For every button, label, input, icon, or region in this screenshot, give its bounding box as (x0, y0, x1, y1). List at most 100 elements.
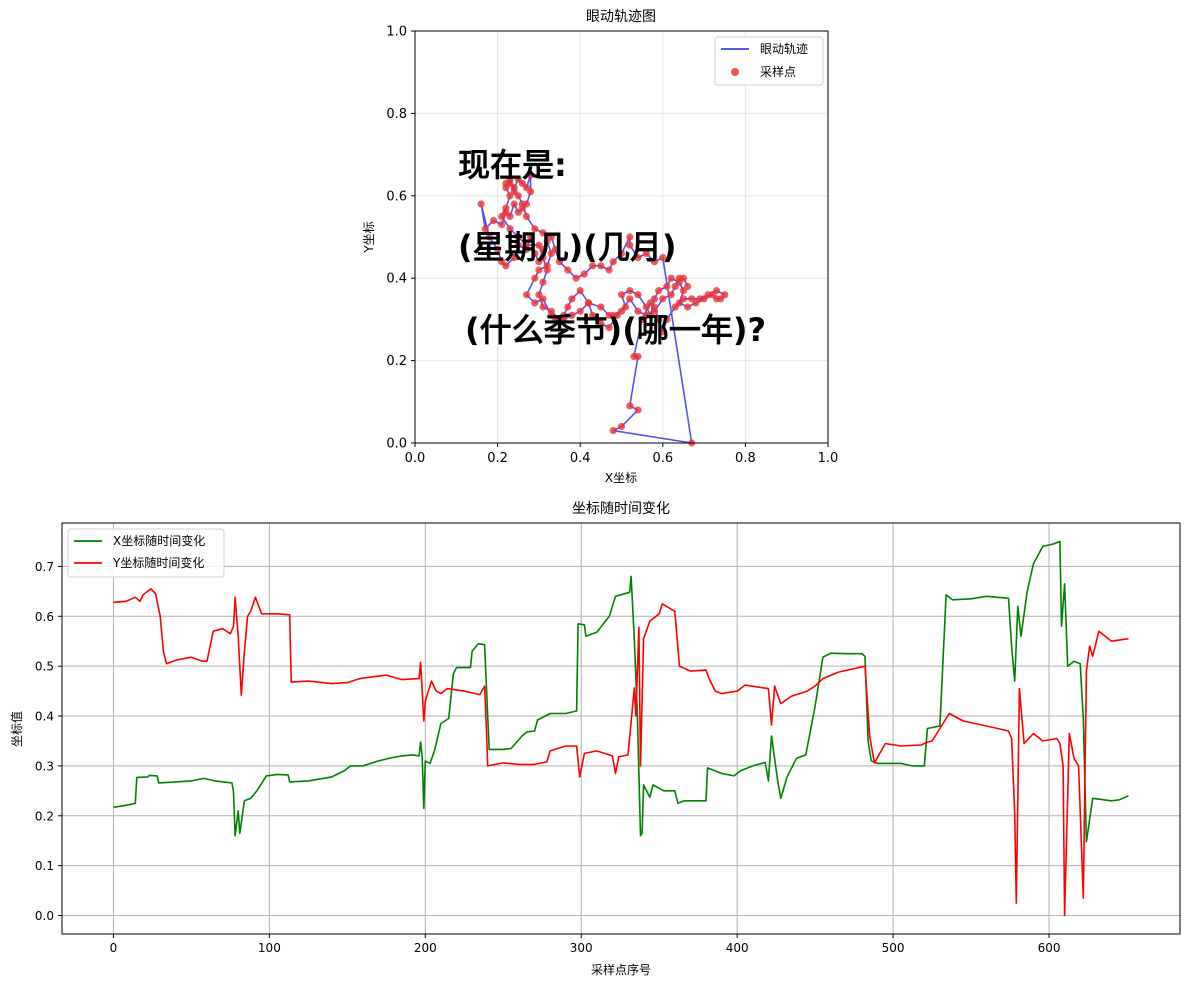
sample-point (580, 270, 588, 278)
sample-point (584, 299, 593, 307)
sample-point (531, 274, 539, 282)
y-coordinate-series-line (113, 587, 1129, 917)
sample-point (539, 229, 547, 237)
bottom-x-axis-label: 采样点序号 (591, 962, 651, 977)
sample-point (634, 406, 642, 414)
x-coordinate-series-line (113, 540, 1129, 843)
sample-point (527, 171, 535, 179)
top-chart-title: 眼动轨迹图 (586, 9, 656, 25)
top-y-tick-label: 0.4 (386, 272, 407, 287)
top-x-tick-label: 0.4 (570, 451, 591, 466)
sample-point (597, 319, 605, 328)
sample-point (671, 303, 679, 311)
sample-point (634, 254, 642, 262)
sample-point (572, 274, 580, 282)
sample-point (655, 287, 663, 295)
sample-point (514, 208, 522, 216)
bottom-chart-grid (62, 523, 1180, 934)
bottom-x-tick-label: 0 (110, 941, 118, 955)
sample-point (650, 307, 659, 315)
sample-point (655, 315, 663, 323)
sample-point (609, 258, 617, 266)
sample-point (609, 311, 617, 319)
sample-point (498, 212, 506, 220)
sample-point (671, 282, 679, 290)
top-chart-overlay-text: 现在是: (星期几)(几月) (什么季节)(哪一年)? (458, 146, 766, 349)
sample-point (506, 225, 514, 233)
sample-point (547, 307, 555, 315)
top-plot-frame (414, 30, 829, 444)
bottom-y-tick-label: 0.2 (35, 809, 54, 823)
sample-point (522, 241, 531, 249)
sample-point (679, 295, 688, 303)
bottom-x-tick-label: 300 (570, 941, 593, 955)
sample-point (617, 291, 626, 299)
sample-point (696, 295, 704, 303)
sample-point (684, 282, 692, 290)
bottom-x-tick-label: 600 (1038, 941, 1061, 955)
top-x-axis-label: X坐标 (605, 471, 637, 485)
bottom-y-tick-label: 0.0 (35, 909, 54, 923)
sample-point (626, 233, 634, 241)
bottom-x-tick-label: 100 (258, 941, 281, 955)
bottom-y-tick-label: 0.4 (35, 710, 54, 724)
top-x-tick-label: 0.8 (735, 451, 756, 466)
sample-point (667, 291, 675, 299)
top-chart-series (477, 171, 729, 447)
sample-point (506, 175, 514, 183)
sample-point (502, 204, 510, 212)
top-x-tick-label: 0.0 (405, 451, 426, 466)
sample-point (494, 245, 502, 253)
sample-point (514, 233, 522, 241)
sample-point (589, 311, 597, 319)
sample-point (626, 287, 634, 295)
top-y-tick-label: 0.0 (386, 437, 407, 452)
sample-point (642, 249, 650, 258)
bottom-chart-ticks: 0 100 200 300 400 500 600 0.0 0.1 0.2 0.3 0.4 0.5 0.6… (35, 560, 1061, 955)
sample-point (626, 241, 634, 249)
sample-point (646, 299, 655, 307)
sample-point (679, 274, 688, 282)
sample-point (659, 328, 667, 336)
sample-point (634, 307, 642, 315)
sample-point (626, 402, 634, 410)
coordinates-over-time-chart: 坐标随时间变化 0 100 200 300 400 500 6000.00.10.20.30… (9, 501, 1181, 977)
sample-point (485, 233, 493, 241)
sample-point (617, 307, 626, 315)
sample-point (597, 262, 605, 270)
sample-point (663, 315, 671, 323)
sample-point (498, 221, 506, 229)
bottom-y-tick-label: 0.6 (35, 610, 54, 624)
sample-point (502, 262, 510, 270)
sample-point (634, 291, 642, 299)
sample-point (481, 225, 489, 233)
sample-point (704, 291, 712, 299)
sample-point (659, 295, 667, 303)
bottom-y-tick-label: 0.7 (35, 560, 54, 574)
sample-point (589, 262, 597, 270)
sample-point (522, 212, 531, 220)
bottom-y-tick-label: 0.5 (35, 660, 54, 674)
sample-point (531, 225, 539, 233)
sample-point (555, 258, 564, 266)
bottom-plot-frame (61, 522, 1181, 935)
bottom-legend-box (67, 528, 225, 578)
sample-point (535, 291, 543, 299)
top-y-axis-label: Y坐标 (362, 221, 376, 253)
sample-point (659, 254, 667, 262)
bottom-y-tick-label: 0.3 (35, 759, 54, 773)
sample-point (576, 287, 584, 295)
sample-point (663, 282, 671, 290)
sample-point (617, 422, 626, 431)
sample-point (535, 266, 543, 274)
sample-point (539, 254, 547, 262)
sample-point (605, 324, 613, 332)
top-chart-legend: 眼动轨迹 采样点 (714, 36, 824, 86)
legend-entry-trajectory: 眼动轨迹 (760, 42, 808, 56)
top-x-tick-label: 0.6 (652, 451, 673, 466)
sample-point (597, 303, 605, 311)
overlay-line-3: (什么季节)(哪一年)? (465, 311, 766, 349)
bottom-chart-legend: X坐标随时间变化 Y坐标随时间变化 (67, 528, 225, 578)
overlay-line-2: (星期几)(几月) (458, 228, 677, 266)
sample-point (564, 303, 572, 311)
